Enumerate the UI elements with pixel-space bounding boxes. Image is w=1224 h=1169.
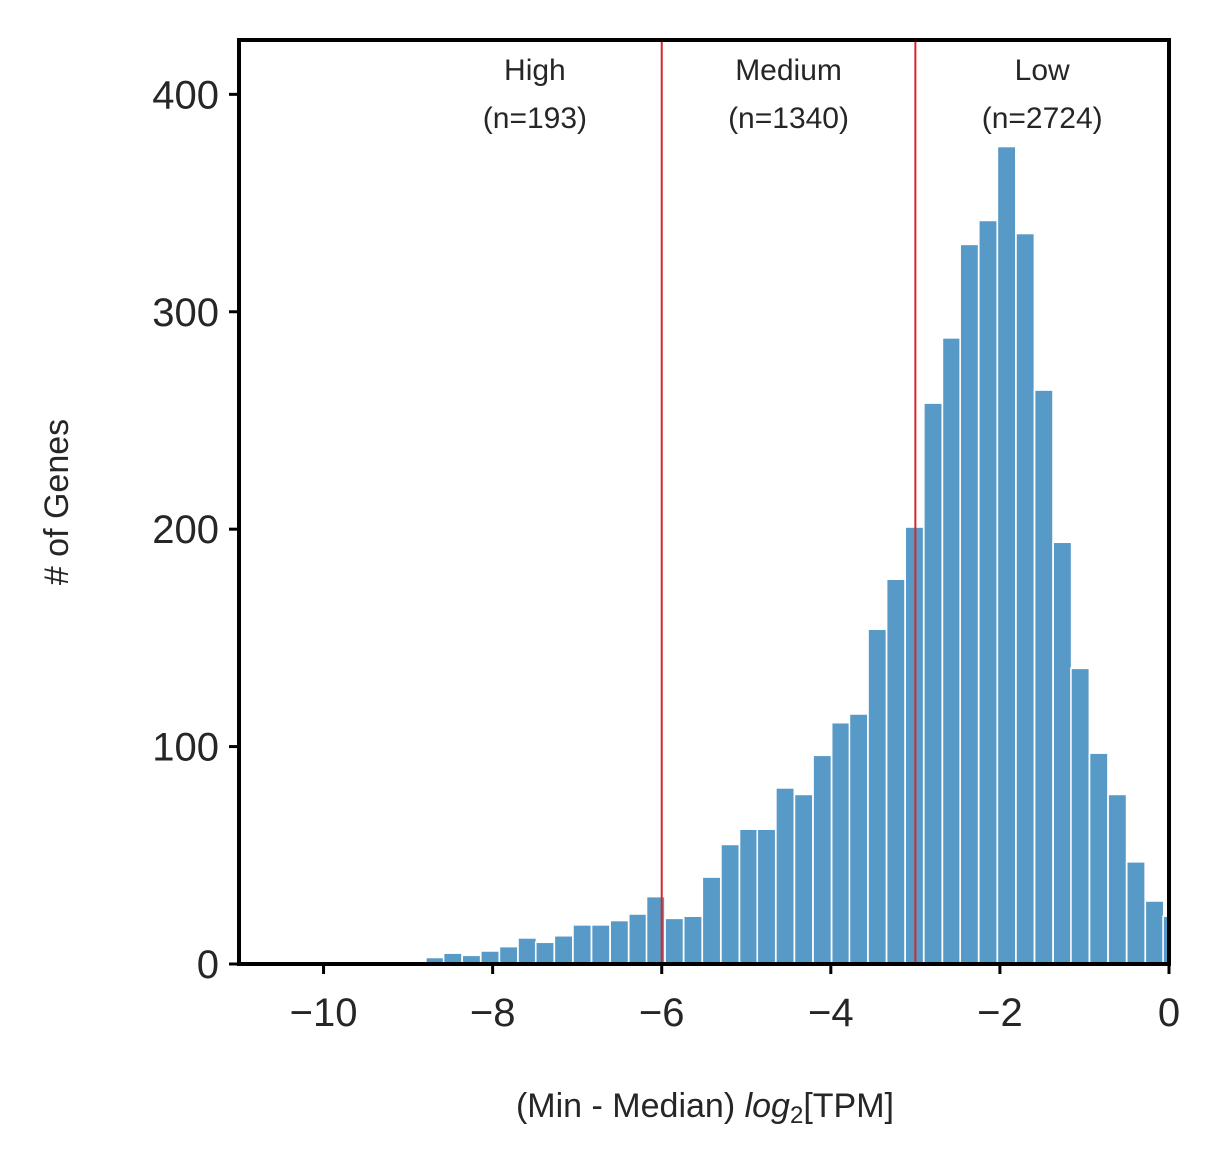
histogram-bar: [756, 828, 777, 965]
y-tick-label: 0: [197, 943, 219, 987]
region-labels: High (n=193) Medium (n=1340) Low (n=2724): [483, 54, 1103, 135]
histogram-bar: [959, 243, 980, 965]
x-axis-label-suffix: [TPM]: [803, 1087, 894, 1125]
x-tick-label: −4: [808, 991, 854, 1035]
y-axis-label: # of Genes: [38, 419, 76, 585]
x-tick-label: −10: [290, 991, 358, 1035]
plot-frame: [237, 38, 1171, 966]
histogram-bar: [996, 145, 1017, 965]
histogram-bar: [923, 402, 944, 965]
x-axis-label: (Min - Median) log2[TPM]: [516, 1087, 894, 1129]
x-axis-label-subscript: 2: [790, 1102, 803, 1129]
y-tick-label: 100: [152, 726, 219, 770]
ticks: −10 −8 −6 −4 −2 0 0 100 200 300 400: [152, 73, 1180, 1035]
histogram-bar: [1070, 667, 1091, 965]
histogram-bar: [867, 628, 888, 965]
histogram-bar: [1088, 752, 1109, 965]
histogram-bar: [885, 578, 906, 965]
histogram-bar: [664, 917, 685, 965]
axes: [237, 38, 1171, 966]
histogram-bar: [977, 219, 999, 965]
bars-layer: [277, 145, 1170, 965]
histogram-bar: [590, 924, 611, 965]
histogram-bar: [627, 913, 649, 965]
histogram-bar: [553, 934, 574, 965]
y-tick-label: 400: [152, 73, 219, 117]
threshold-lines: [660, 40, 917, 964]
x-axis-label-italic: log: [745, 1087, 790, 1125]
histogram-bar: [848, 713, 869, 965]
histogram-bar: [1107, 793, 1128, 965]
region-count-label: (n=193): [483, 102, 587, 135]
region-name-label: Low: [1015, 54, 1070, 87]
histogram-bar: [720, 843, 741, 965]
histogram-bar: [1144, 900, 1165, 965]
region-count-label: (n=1340): [728, 102, 849, 135]
histogram-bar: [812, 754, 833, 965]
histogram-bar: [1052, 541, 1073, 965]
histogram-bar: [609, 919, 630, 965]
x-tick-label: −6: [639, 991, 685, 1035]
x-tick-label: −8: [470, 991, 516, 1035]
histogram-bar: [1015, 232, 1036, 965]
y-tick-label: 300: [152, 291, 219, 335]
y-tick-label: 200: [152, 508, 219, 552]
x-axis-label-prefix: (Min - Median): [516, 1087, 745, 1125]
region-count-label: (n=2724): [982, 102, 1103, 135]
histogram-bar: [793, 793, 814, 965]
histogram-bar: [572, 924, 593, 965]
x-tick-label: 0: [1158, 991, 1180, 1035]
region-name-label: High: [504, 54, 566, 87]
histogram-bar: [498, 945, 519, 965]
histogram-bar: [701, 876, 722, 965]
histogram-bar: [941, 337, 962, 965]
histogram-bar: [534, 941, 556, 965]
histogram-bar: [517, 937, 538, 965]
x-tick-label: −2: [977, 991, 1023, 1035]
histogram-bar: [775, 787, 796, 965]
histogram-bar: [682, 915, 703, 965]
histogram-bar: [830, 721, 851, 965]
histogram-bar: [1125, 861, 1146, 965]
region-name-label: Medium: [735, 54, 842, 87]
histogram-bar: [738, 828, 759, 965]
histogram-bar: [1033, 389, 1054, 965]
